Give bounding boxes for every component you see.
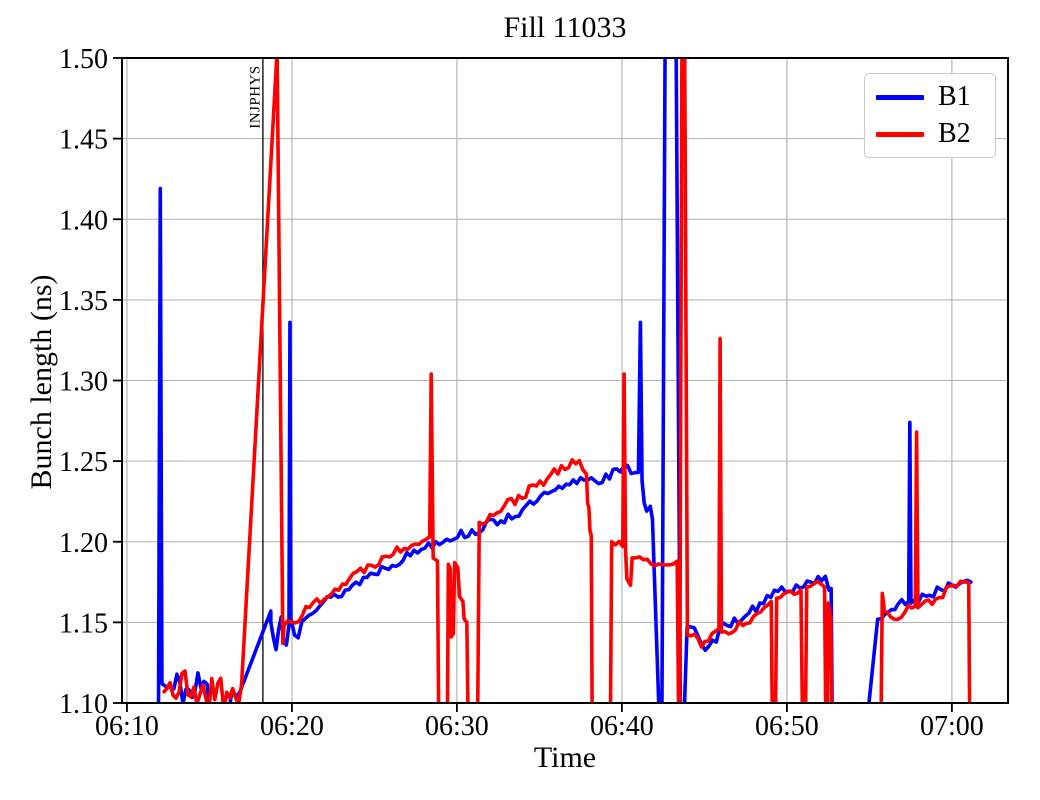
x-tick-label: 07:00 xyxy=(920,711,984,742)
y-tick-label: 1.50 xyxy=(59,44,108,75)
x-tick-label: 06:40 xyxy=(590,711,654,742)
b2-line-swatch xyxy=(876,131,924,137)
x-tick-label: 06:50 xyxy=(755,711,819,742)
y-tick-label: 1.45 xyxy=(59,125,108,156)
x-axis-label: Time xyxy=(533,741,597,774)
y-tick-label: 1.30 xyxy=(59,367,108,398)
series-line-b1 xyxy=(156,58,973,703)
legend-item-b1: B1 xyxy=(876,83,995,111)
series-group xyxy=(156,58,973,703)
x-tick-label: 06:20 xyxy=(260,711,324,742)
y-tick-label: 1.15 xyxy=(59,608,108,639)
legend: B1 B2 xyxy=(864,73,996,158)
y-tick-label: 1.10 xyxy=(59,689,108,720)
legend-label-b1: B1 xyxy=(938,81,971,112)
injphys-annotation-label: INJPHYS xyxy=(247,65,264,129)
b1-line-swatch xyxy=(876,94,924,100)
y-tick-label: 1.35 xyxy=(59,286,108,317)
chart-title: Fill 11033 xyxy=(503,11,627,44)
legend-label-b2: B2 xyxy=(938,118,971,149)
axis-ticks: 06:10 06:20 06:30 06:40 06:50 07:00 1.10 1.15 1.… xyxy=(59,44,984,742)
y-tick-label: 1.20 xyxy=(59,528,108,559)
y-tick-label: 1.25 xyxy=(59,447,108,478)
legend-item-b2: B2 xyxy=(876,120,995,148)
series-line-b2 xyxy=(162,58,972,703)
y-axis-label: Bunch length (ns) xyxy=(25,274,58,490)
grid xyxy=(122,57,1008,704)
x-tick-label: 06:10 xyxy=(95,711,159,742)
y-tick-label: 1.40 xyxy=(59,205,108,236)
x-tick-label: 06:30 xyxy=(425,711,489,742)
